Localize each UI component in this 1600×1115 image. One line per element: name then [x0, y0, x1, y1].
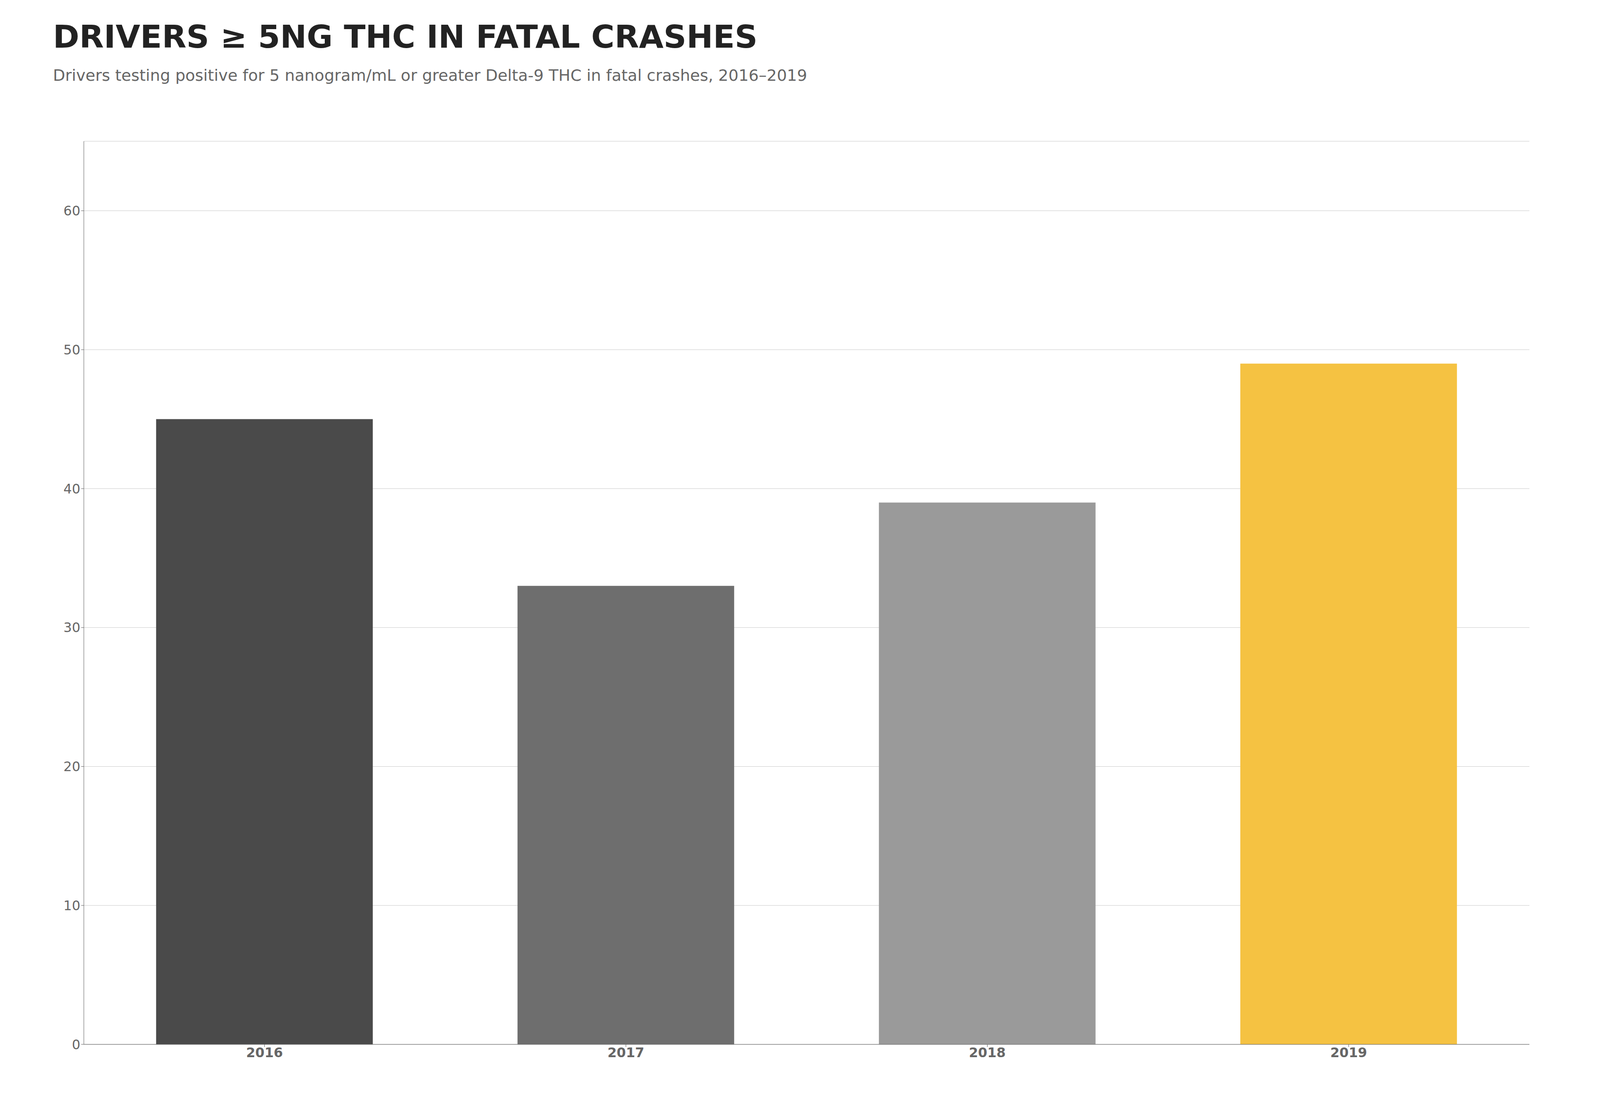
- svg-text:10: 10: [63, 897, 81, 913]
- html-text:DRIVERS ≥ 5NG THC IN FATAL CRA: DRIVERS ≥ 5NG THC IN FATAL CRASHES: [52, 18, 758, 56]
- svg-text:2019: 2019: [1330, 1044, 1368, 1060]
- svg-text:60: 60: [63, 202, 81, 219]
- svg-text:2018: 2018: [969, 1044, 1007, 1060]
- svg-text:0: 0: [71, 1036, 81, 1052]
- svg-text:20: 20: [63, 758, 81, 774]
- svg-text:50: 50: [63, 341, 81, 358]
- svg-text:2016: 2016: [246, 1044, 284, 1060]
- svg-text:30: 30: [63, 619, 81, 635]
- svg-text:40: 40: [63, 480, 81, 497]
- html-text:Drivers testing positive for 5: Drivers testing positive for 5 nanogram/…: [52, 66, 808, 85]
- svg-text:2017: 2017: [607, 1044, 645, 1060]
